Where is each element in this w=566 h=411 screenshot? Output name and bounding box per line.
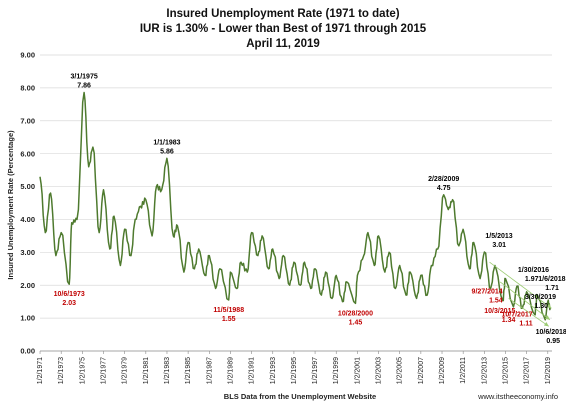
x-tick-label: 1/2/1997: [312, 357, 319, 384]
x-tick-label: 1/2/2001: [354, 357, 361, 384]
x-tick-label: 1/2/1989: [227, 357, 234, 384]
x-axis-ticks: 1/2/1971 1/2/1973 1/2/1975 1/2/1977 1/2/1979…: [37, 351, 552, 384]
annotation-labels: 3/1/1975 7.86 10/6/1973 2.03 1/1/1983 5.86 11/…: [54, 73, 566, 344]
y-tick-label: 9.00: [20, 51, 35, 60]
annotation-value: 0.95: [546, 338, 560, 345]
annotation-date: 1/30/2016: [518, 267, 549, 274]
trend-arrowhead: [543, 321, 549, 327]
annotation-value: 3.01: [492, 242, 506, 249]
annotation-value: 1.54: [489, 297, 503, 304]
series-layer: [39, 91, 552, 321]
x-tick-label: 1/2/1993: [270, 357, 277, 384]
x-tick-label: 1/2/1981: [143, 357, 150, 384]
y-tick-label: 2.00: [20, 281, 35, 290]
y-tick-label: 4.00: [20, 215, 35, 224]
chart-title-line-1: Insured Unemployment Rate (1971 to date): [166, 8, 399, 20]
annotation-date: 3/1/1975: [70, 73, 97, 80]
trend-line: [499, 281, 551, 321]
annotation-date: 10/6/1973: [54, 291, 85, 298]
annotation-value: 5.86: [160, 148, 174, 155]
annotation-value: 1.71: [545, 285, 559, 292]
annotation-value: 1.55: [222, 316, 236, 323]
x-tick-label: 1/2/1983: [164, 357, 171, 384]
annotation-value: 7.86: [77, 82, 91, 89]
x-tick-label: 1/2/1975: [79, 357, 86, 384]
x-tick-label: 1/2/1971: [37, 357, 44, 384]
annotation-value: 1.45: [349, 319, 363, 326]
trend-arrowhead: [544, 315, 550, 320]
x-tick-label: 1/2/2007: [418, 357, 425, 384]
y-tick-label: 8.00: [20, 83, 35, 92]
annotation-date: 11/5/1988: [213, 307, 244, 314]
series-line: [39, 91, 552, 321]
y-tick-label: 5.00: [20, 182, 35, 191]
annotation-date: 9/27/2014: [472, 288, 503, 295]
x-tick-label: 1/2/1999: [333, 357, 340, 384]
trend-arrows: [489, 261, 552, 327]
x-tick-label: 1/2/2015: [502, 357, 509, 384]
trend-line: [508, 298, 550, 327]
annotation-value: 4.75: [437, 185, 451, 192]
x-tick-label: 1/2/2013: [481, 357, 488, 384]
annotation-date: 10/3/2015: [484, 308, 515, 315]
y-axis-ticks: 0.00 1.00 2.00 3.00 4.00 5.00 6.00 7.00 8.00 9.00: [20, 51, 35, 356]
x-tick-label: 1/2/2009: [439, 357, 446, 384]
x-tick-label: 1/2/1977: [101, 357, 108, 384]
annotation-value: 1.97: [525, 276, 539, 283]
x-tick-label: 1/2/1995: [291, 357, 298, 384]
chart-title-line-3: April 11, 2019: [246, 38, 320, 50]
x-tick-label: 1/2/2019: [545, 357, 552, 384]
x-tick-label: 1/2/2003: [376, 357, 383, 384]
annotation-value: 2.03: [62, 300, 76, 307]
x-tick-label: 1/2/1979: [122, 357, 129, 384]
x-tick-label: 1/2/2005: [397, 357, 404, 384]
y-axis-label: Insured Unemployment Rate (Percentage): [6, 130, 15, 280]
annotation-date: 2/28/2009: [428, 176, 459, 183]
annotation-date: 1/6/2018: [538, 276, 565, 283]
annotation-value: 1.11: [519, 320, 532, 327]
x-tick-label: 1/2/2017: [524, 357, 531, 384]
x-tick-label: 1/2/1973: [58, 357, 65, 384]
y-tick-label: 1.00: [20, 314, 35, 323]
annotation-date: 1/1/1983: [153, 139, 180, 146]
y-tick-label: 7.00: [20, 116, 35, 125]
annotation-date: 10/6/2018: [536, 329, 566, 336]
y-tick-label: 0.00: [20, 347, 35, 356]
grid-lines: [40, 54, 552, 319]
chart-title-line-2: IUR is 1.30% - Lower than Best of 1971 t…: [140, 23, 427, 35]
annotation-date: 10/7/2017: [501, 311, 532, 318]
annotation-value: 1.34: [502, 317, 516, 324]
annotation-date: 3/30/2019: [525, 294, 556, 301]
annotation-date: 10/28/2000: [338, 310, 373, 317]
x-axis-label: BLS Data from the Unemployment Website: [224, 392, 376, 401]
x-tick-label: 1/2/1991: [249, 357, 256, 384]
trend-arrowhead: [546, 303, 552, 309]
x-tick-label: 1/2/1987: [206, 357, 213, 384]
x-tick-label: 1/2/2011: [460, 357, 467, 384]
x-tick-label: 1/2/1985: [185, 357, 192, 384]
source-url: www.itstheeconomy.info: [477, 392, 558, 401]
trend-line: [489, 261, 552, 309]
annotation-value: 1.30: [534, 303, 548, 310]
y-tick-label: 3.00: [20, 248, 35, 257]
y-tick-label: 6.00: [20, 149, 35, 158]
annotation-date: 1/5/2013: [485, 233, 512, 240]
